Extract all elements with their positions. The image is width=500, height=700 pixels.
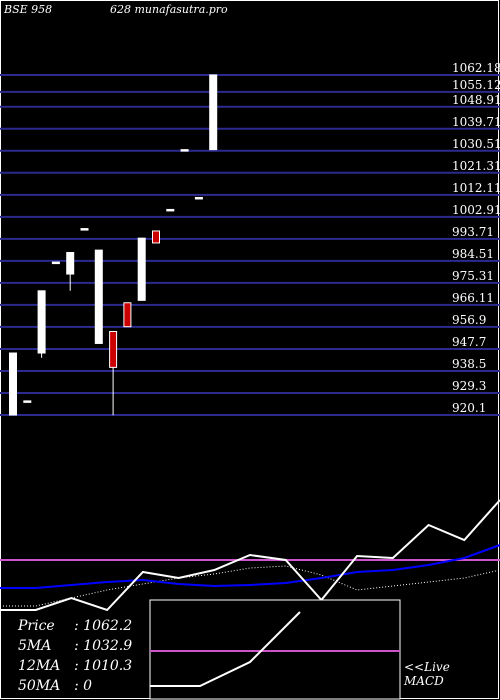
candle-body <box>209 74 218 151</box>
y-tick-label: 938.5 <box>452 357 486 371</box>
ma5-label: 5MA <box>18 638 52 654</box>
candle-body <box>51 261 60 265</box>
info-panel: Price : 1062.2 5MA : 1032.9 12MA : 1010.… <box>18 616 132 696</box>
candle-body <box>194 196 203 200</box>
exchange-label: BSE 958 <box>4 3 53 16</box>
candle-body <box>94 249 103 344</box>
price-value: : 1062.2 <box>74 618 133 634</box>
macd-line <box>150 611 301 687</box>
ma12-label: 12MA <box>18 658 61 674</box>
candle-body <box>37 290 46 354</box>
y-tick-label: 1002.91 <box>452 203 500 217</box>
candle-body <box>123 302 132 328</box>
macd-live-label: <<Live <box>404 660 450 674</box>
candle-body <box>109 330 118 368</box>
y-tick-label: 1048.91 <box>452 93 500 107</box>
ma5-row: 5MA : 1032.9 <box>18 636 132 656</box>
y-tick-label: 1062.18 <box>452 61 500 75</box>
y-tick-label: 1012.11 <box>452 181 500 195</box>
y-tick-label: 929.3 <box>452 379 486 393</box>
ma50-value: : 0 <box>74 678 93 694</box>
macd-title-label: MACD <box>404 674 444 688</box>
y-tick-label: 1055.12 <box>452 78 500 92</box>
macd-link[interactable]: <<Live MACD <box>404 660 450 688</box>
candle-body <box>137 237 146 301</box>
y-tick-label: 1030.51 <box>452 137 500 151</box>
candle-body <box>66 252 75 275</box>
price-row: Price : 1062.2 <box>18 616 132 636</box>
site-label: 628 munafasutra.pro <box>110 3 228 16</box>
ma5-value: : 1032.9 <box>74 638 133 654</box>
ma12-row: 12MA : 1010.3 <box>18 656 132 676</box>
ma-blue-line <box>0 544 500 589</box>
candle-body <box>80 228 89 231</box>
y-tick-label: 947.7 <box>452 335 486 349</box>
candle-body <box>166 208 175 212</box>
price-line <box>0 499 500 612</box>
y-tick-label: 975.31 <box>452 269 494 283</box>
candle-body <box>9 352 17 416</box>
candle-body <box>180 149 189 152</box>
macd-panel <box>149 599 401 700</box>
ma50-row: 50MA : 0 <box>18 676 132 696</box>
y-tick-label: 984.51 <box>452 247 494 261</box>
y-tick-label: 1039.71 <box>452 115 500 129</box>
y-tick-label: 956.9 <box>452 313 486 327</box>
y-tick-label: 993.71 <box>452 225 494 239</box>
y-tick-label: 966.11 <box>452 291 494 305</box>
ma-dotted-line <box>0 565 500 607</box>
price-label: Price <box>18 618 55 634</box>
ma12-value: : 1010.3 <box>74 658 133 674</box>
ma50-label: 50MA <box>18 678 61 694</box>
candle-body <box>23 400 32 403</box>
candle-body <box>152 230 160 244</box>
y-tick-label: 920.1 <box>452 401 486 415</box>
y-tick-label: 1021.31 <box>452 159 500 173</box>
